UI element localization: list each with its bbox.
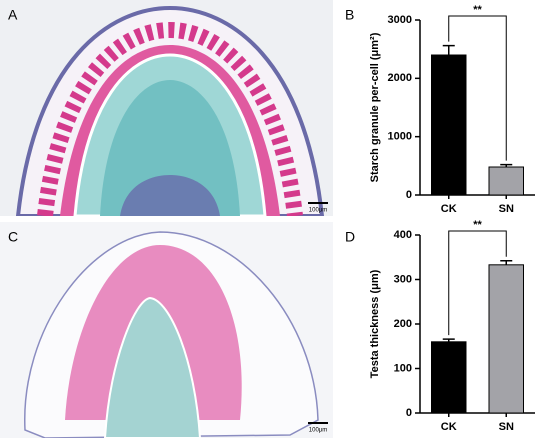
significance-label: ** [473,4,482,16]
panel-label: C [8,229,18,245]
bar [431,341,467,414]
y-tick-label: 0 [406,407,412,419]
significance-bracket [448,15,507,161]
y-tick-label: 0 [406,189,412,201]
y-tick-label: 300 [394,273,412,285]
significance-label: ** [473,219,482,231]
x-tick-label: CK [441,421,457,433]
y-tick-label: 2000 [388,72,412,84]
y-tick-label: 1000 [388,131,412,143]
significance-bracket [448,230,507,336]
embryo [103,296,202,438]
error-bar [442,44,455,55]
error-bar [500,260,513,265]
x-tick-label: SN [499,421,514,433]
scale-bar-label: 100μm [309,428,327,434]
palisade-layer [37,21,303,216]
bar [488,264,524,414]
bar [488,166,524,196]
panel-label: D [345,229,355,245]
y-axis-label: Starch granule per-cell (μm²) [369,32,381,182]
x-tick-label: SN [499,203,514,215]
scale-bar-label: 100μm [309,208,327,214]
y-axis-label: Testa thickness (μm) [369,269,381,378]
y-tick-label: 200 [394,318,412,330]
error-bar [500,163,513,167]
y-tick-label: 3000 [388,14,412,26]
micrograph-c [0,222,333,438]
error-bar [442,338,455,342]
bar [431,54,467,196]
y-tick-label: 100 [394,362,412,374]
x-tick-label: CK [441,203,457,215]
y-tick-label: 400 [394,229,412,241]
embryo [100,80,240,216]
micrograph-a [0,0,333,216]
inner-tissue [120,175,220,216]
panel-label: A [8,7,18,23]
panel-label: B [345,7,354,23]
